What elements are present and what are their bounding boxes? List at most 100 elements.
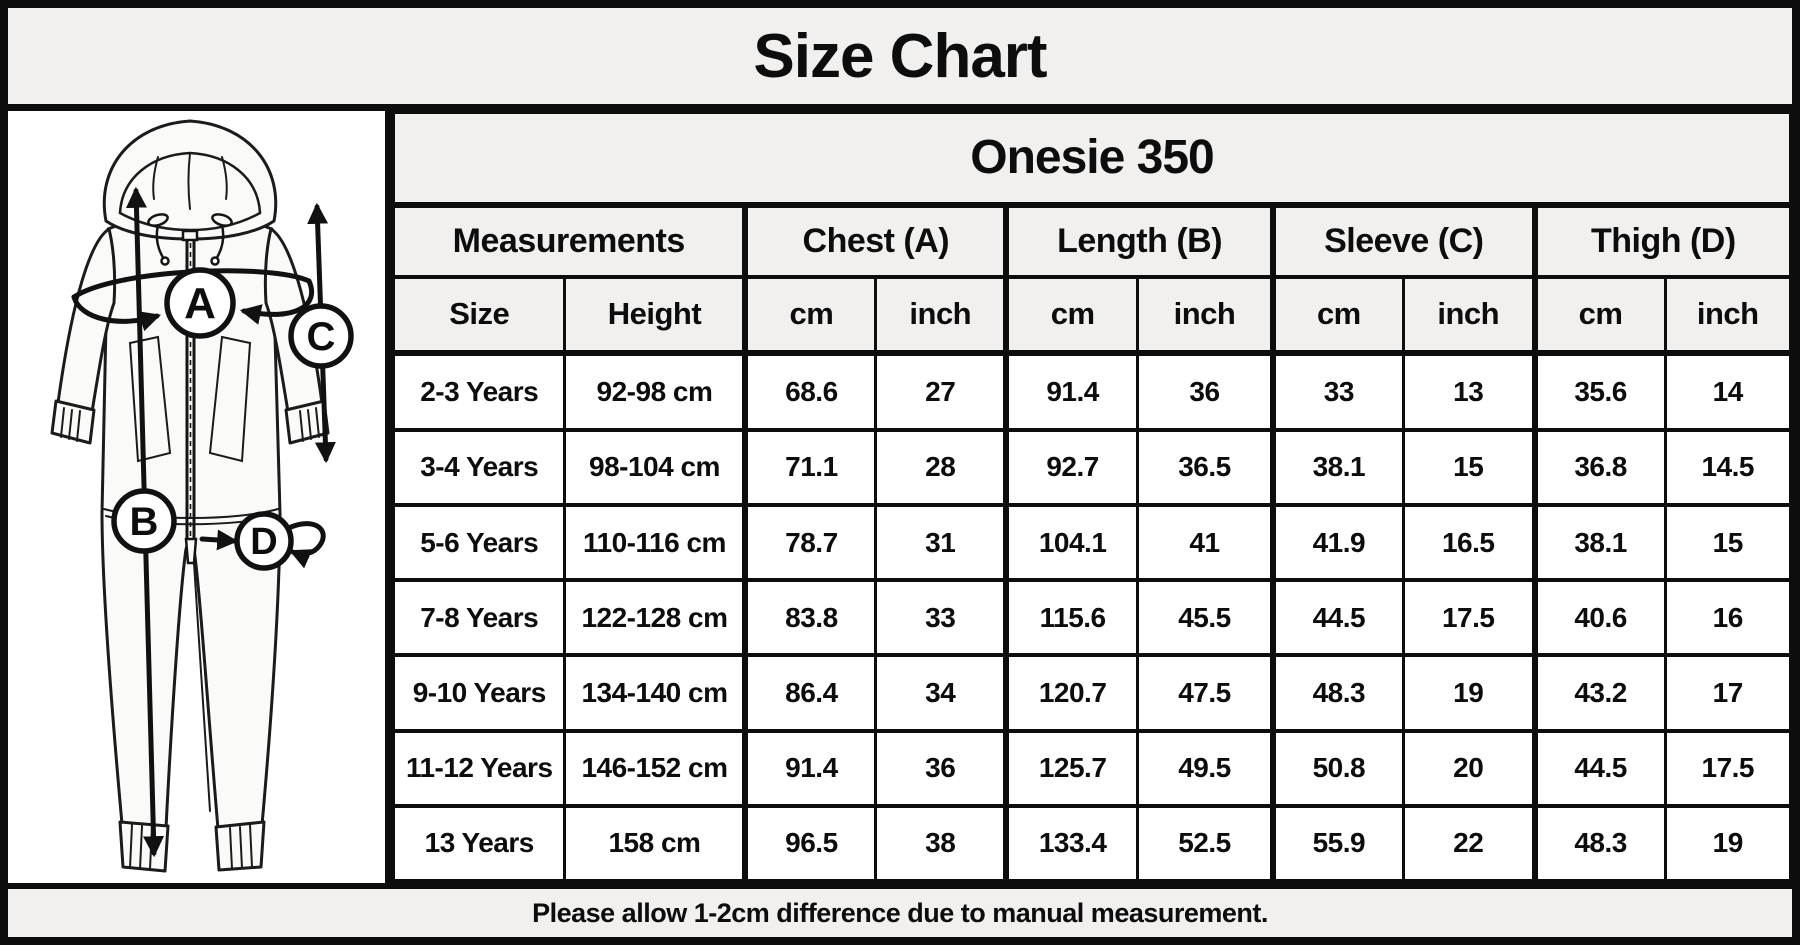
value-cell: 16.5 — [1401, 502, 1537, 583]
measure-label-b: B — [130, 500, 159, 544]
badge-a-circle — [164, 267, 236, 339]
value-cell: 86.4 — [742, 653, 878, 733]
size-cell: 9-10 Years — [391, 653, 567, 733]
value-cell: 55.9 — [1269, 803, 1405, 884]
value-cell: 19 — [1663, 803, 1792, 884]
table-row: 2-3 Years 92-98 cm 68.6 27 91.4 36 33 13 35.6 14 — [391, 350, 1792, 432]
value-cell: 44.5 — [1269, 578, 1405, 658]
value-cell: 38 — [874, 803, 1008, 884]
footer-note: Please allow 1-2cm difference due to man… — [532, 897, 1268, 928]
column-header-0: Size — [391, 275, 567, 356]
table-row: 11-12 Years 146-152 cm 91.4 36 125.7 49.5 50.8… — [391, 728, 1792, 808]
height-cell: 158 cm — [563, 803, 747, 884]
value-cell: 104.1 — [1003, 502, 1140, 583]
size-table-wrap: Onesie 350 Measurements Chest (A) Length (… — [391, 111, 1792, 884]
group-header-sleeve: Sleeve (C) — [1269, 203, 1537, 279]
zipper-pull — [184, 537, 198, 565]
value-cell: 48.3 — [1269, 653, 1405, 733]
value-cell: 28 — [874, 427, 1008, 507]
title-bar: Size Chart — [8, 8, 1792, 111]
column-header-row: Size Height cm inch cm inch cm inch cm inch — [391, 275, 1792, 356]
size-cell: 13 Years — [391, 803, 567, 884]
value-cell: 36 — [1136, 350, 1275, 432]
value-cell: 120.7 — [1003, 653, 1140, 733]
value-cell: 16 — [1663, 578, 1792, 658]
value-cell: 36.5 — [1136, 427, 1275, 507]
measure-badges: A B C D — [111, 267, 354, 571]
value-cell: 83.8 — [742, 578, 878, 658]
footer-bar: Please allow 1-2cm difference due to man… — [8, 883, 1792, 937]
value-cell: 33 — [874, 578, 1008, 658]
badge-c-circle — [288, 303, 354, 369]
onesie-measurement-diagram: A B C D — [8, 111, 392, 883]
table-row: 9-10 Years 134-140 cm 86.4 34 120.7 47.5 48.3 1… — [391, 653, 1792, 733]
value-cell: 22 — [1401, 803, 1537, 884]
table-row: 5-6 Years 110-116 cm 78.7 31 104.1 41 41.9 16.5… — [391, 502, 1792, 583]
value-cell: 38.1 — [1269, 427, 1405, 507]
hood — [102, 119, 278, 241]
value-cell: 92.7 — [1003, 427, 1140, 507]
size-cell: 5-6 Years — [391, 502, 567, 583]
content-area: A B C D — [8, 111, 1792, 884]
value-cell: 14.5 — [1663, 427, 1792, 507]
table-row: 13 Years 158 cm 96.5 38 133.4 52.5 55.9 22 48.3 1… — [391, 803, 1792, 884]
value-cell: 91.4 — [742, 728, 878, 808]
thigh-loop — [288, 521, 326, 569]
product-title: Onesie 350 — [392, 111, 1792, 208]
value-cell: 15 — [1401, 427, 1537, 507]
group-header-chest: Chest (A) — [742, 203, 1008, 279]
value-cell: 27 — [874, 350, 1008, 432]
value-cell: 17 — [1663, 653, 1792, 733]
value-cell: 17.5 — [1401, 578, 1537, 658]
column-header-9: inch — [1663, 275, 1792, 356]
value-cell: 33 — [1269, 350, 1405, 432]
value-cell: 47.5 — [1136, 653, 1275, 733]
value-cell: 20 — [1401, 728, 1537, 808]
value-cell: 43.2 — [1531, 653, 1667, 733]
group-header-length: Length (B) — [1003, 203, 1275, 279]
value-cell: 36 — [874, 728, 1008, 808]
value-cell: 35.6 — [1531, 350, 1667, 432]
value-cell: 91.4 — [1003, 350, 1140, 432]
value-cell: 68.6 — [742, 350, 878, 432]
value-cell: 44.5 — [1531, 728, 1667, 808]
value-cell: 48.3 — [1531, 803, 1667, 884]
value-cell: 15 — [1663, 502, 1792, 583]
thigh-arrow — [199, 529, 239, 551]
height-cell: 146-152 cm — [563, 728, 747, 808]
height-cell: 122-128 cm — [563, 578, 747, 658]
size-cell: 3-4 Years — [391, 427, 567, 507]
column-header-7: inch — [1401, 275, 1537, 356]
height-cell: 92-98 cm — [563, 350, 747, 432]
size-table: Onesie 350 Measurements Chest (A) Length (… — [391, 111, 1792, 884]
height-cell: 110-116 cm — [563, 502, 747, 583]
onesie-line-drawing: A B C D — [50, 119, 354, 873]
page-title: Size Chart — [753, 21, 1047, 91]
value-cell: 13 — [1401, 350, 1537, 432]
value-cell: 17.5 — [1663, 728, 1792, 808]
value-cell: 19 — [1401, 653, 1537, 733]
value-cell: 45.5 — [1136, 578, 1275, 658]
badge-d-circle — [234, 511, 294, 571]
column-header-8: cm — [1531, 275, 1667, 356]
value-cell: 49.5 — [1136, 728, 1275, 808]
column-header-4: cm — [1003, 275, 1140, 356]
value-cell: 78.7 — [742, 502, 878, 583]
value-cell: 38.1 — [1531, 502, 1667, 583]
value-cell: 50.8 — [1269, 728, 1405, 808]
size-cell: 7-8 Years — [391, 578, 567, 658]
column-header-1: Height — [563, 275, 747, 356]
value-cell: 34 — [874, 653, 1008, 733]
height-cell: 98-104 cm — [563, 427, 747, 507]
value-cell: 96.5 — [742, 803, 878, 884]
table-row: 7-8 Years 122-128 cm 83.8 33 115.6 45.5 44.5 17… — [391, 578, 1792, 658]
value-cell: 40.6 — [1531, 578, 1667, 658]
badge-b-circle — [111, 488, 177, 554]
size-cell: 2-3 Years — [391, 350, 567, 432]
group-header-measurements: Measurements — [392, 203, 747, 279]
size-cell: 11-12 Years — [391, 728, 567, 808]
value-cell: 52.5 — [1136, 803, 1275, 884]
measure-label-c: C — [307, 315, 336, 359]
zipper-stop — [181, 229, 199, 242]
value-cell: 133.4 — [1003, 803, 1140, 884]
